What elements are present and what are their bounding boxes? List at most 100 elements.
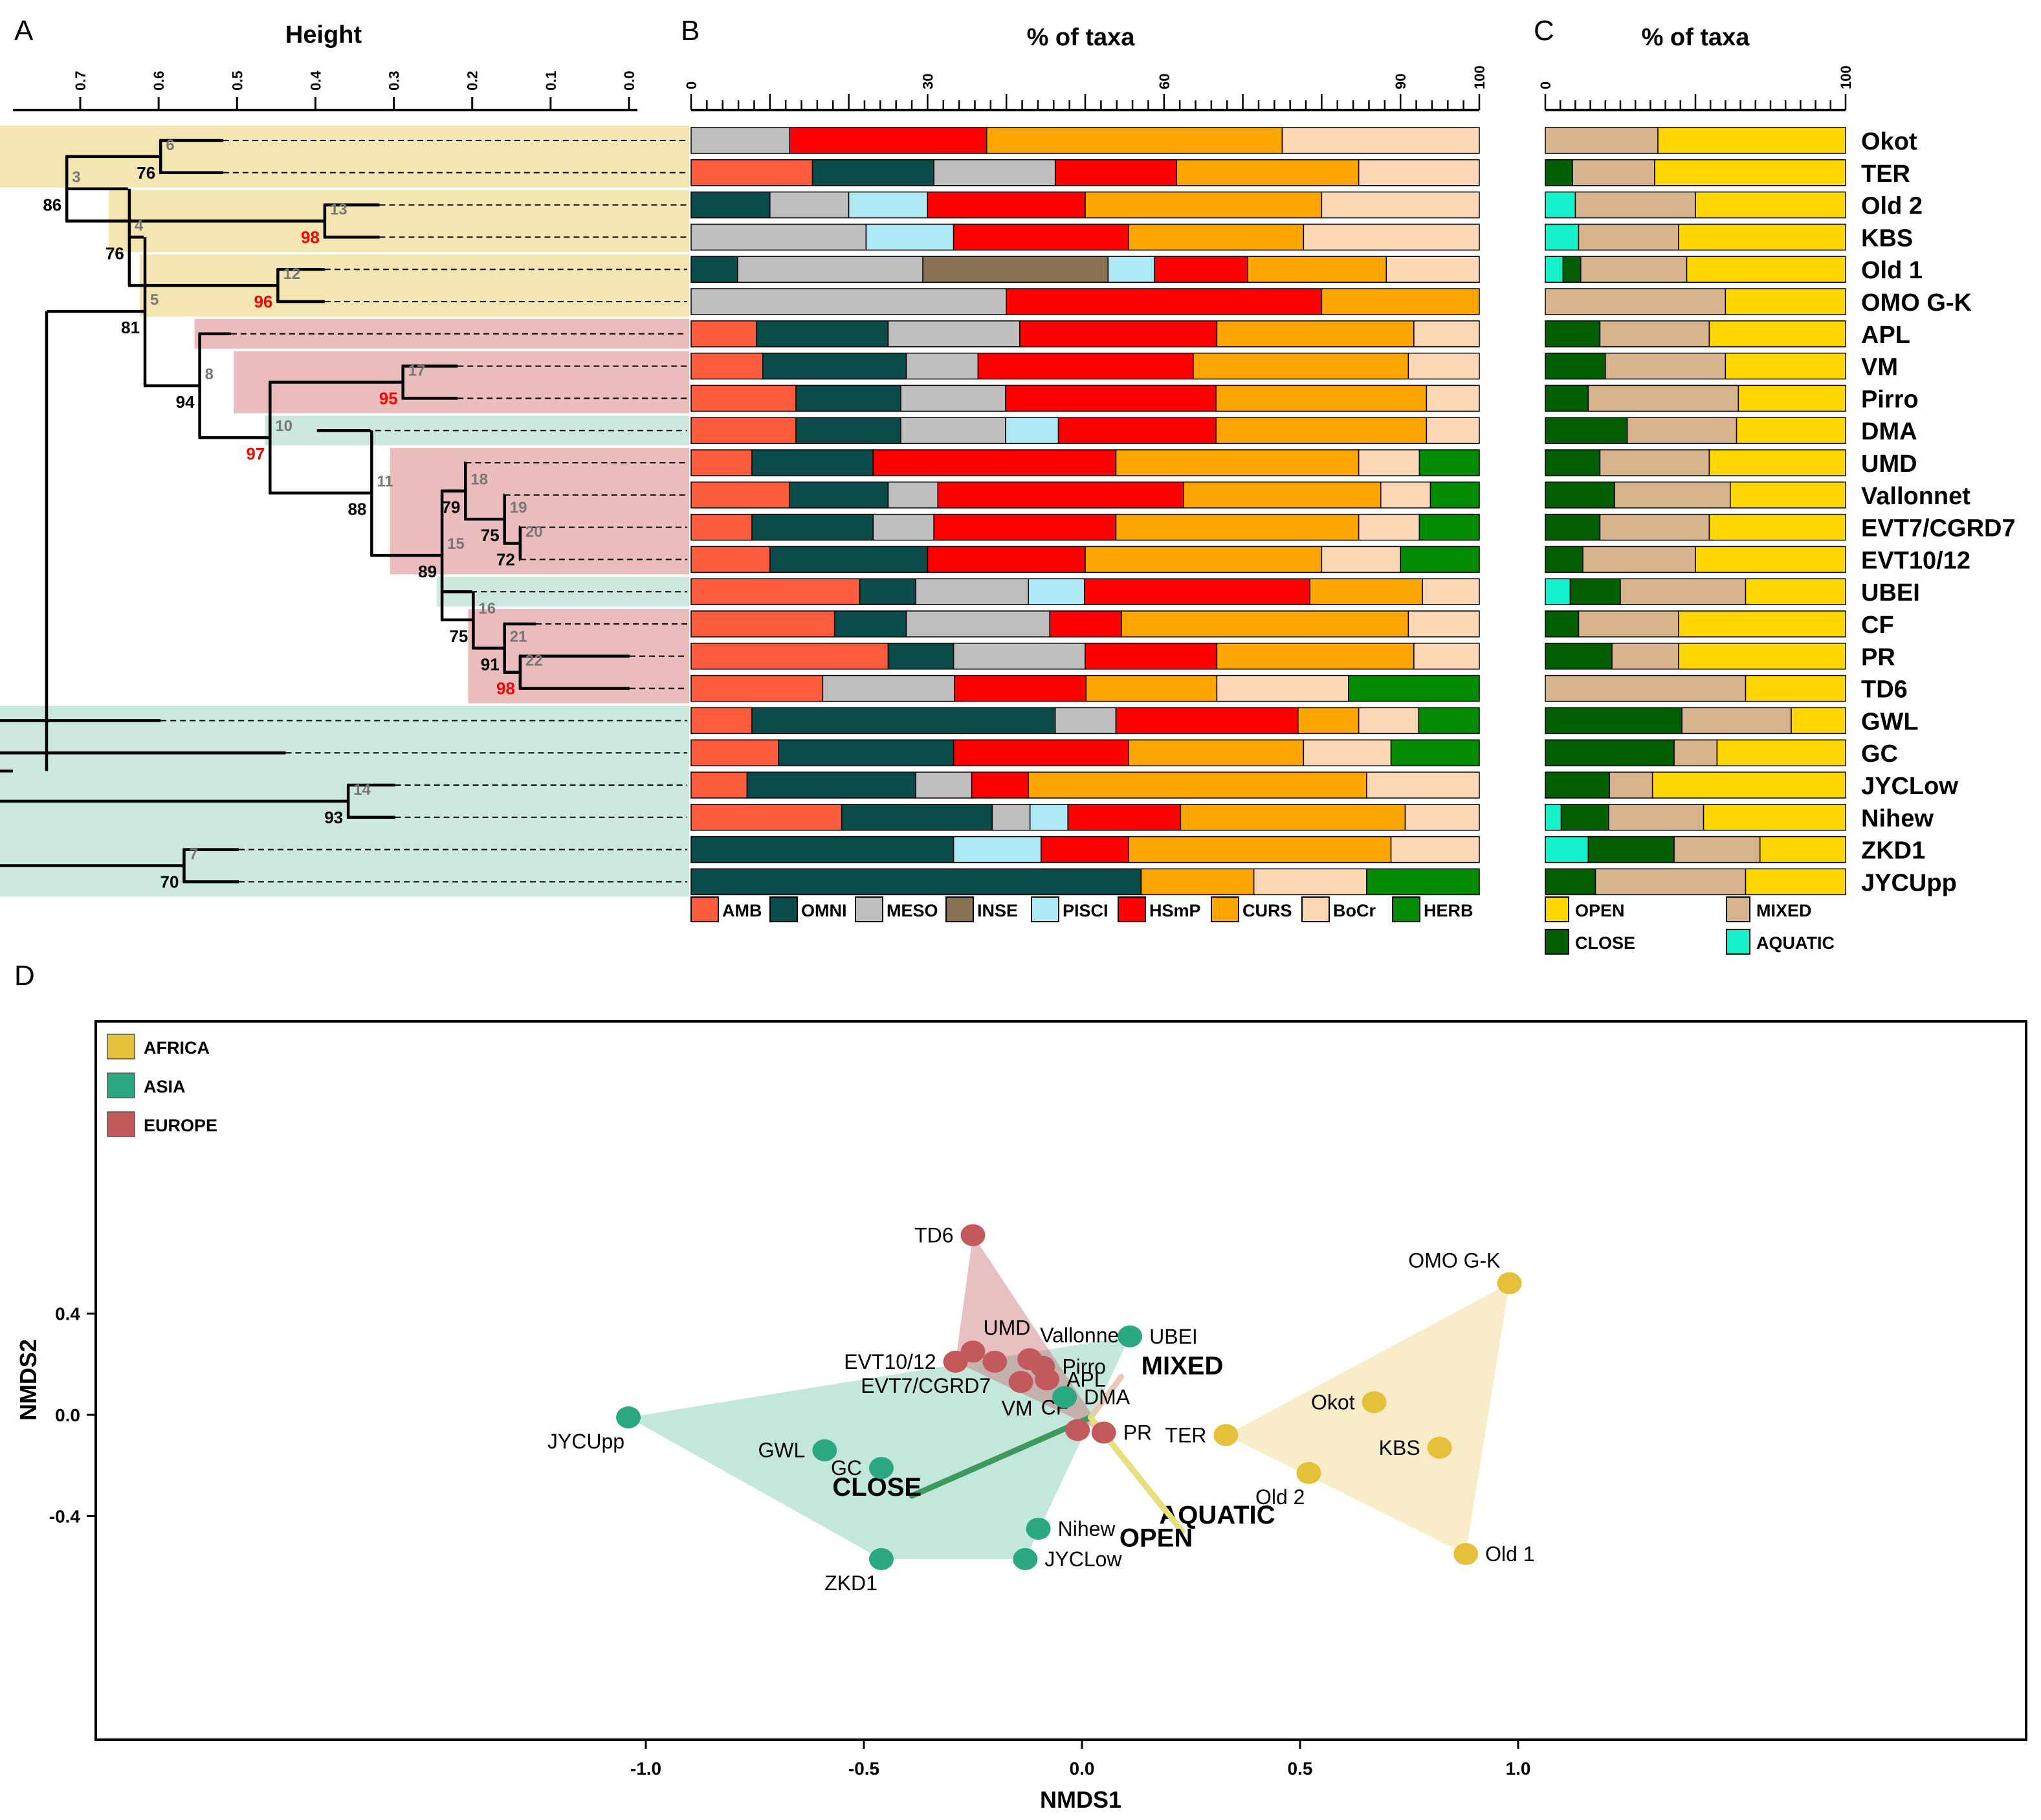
habitat-bar-segment-close — [1545, 739, 1675, 766]
diet-bar-segment-omni — [769, 546, 929, 573]
nmds-point-label: Okot — [1311, 1390, 1355, 1414]
legend-swatch-africa — [107, 1034, 135, 1060]
nmds-y-tick-label: 0.0 — [55, 1405, 80, 1425]
clade-highlight — [194, 318, 690, 349]
diet-bar-segment-curs — [1297, 707, 1360, 735]
bootstrap-value: 89 — [418, 562, 437, 581]
nmds-point-label: UMD — [984, 1316, 1031, 1339]
habitat-bar-segment-open — [1678, 643, 1846, 670]
nmds-point-label: Nihew — [1058, 1517, 1116, 1540]
bootstrap-value: 75 — [449, 627, 468, 646]
habitat-axis-tick-label: 0 — [1538, 82, 1554, 89]
diet-bar-segment-herb — [1418, 449, 1480, 476]
habitat-bar-segment-open — [1703, 804, 1846, 831]
site-label: UMD — [1861, 450, 1917, 478]
nmds-point-label: KBS — [1379, 1436, 1420, 1459]
bootstrap-value: 76 — [105, 243, 124, 263]
nmds-point-label: OMO G-K — [1408, 1249, 1500, 1272]
diet-bar-segment-bocr — [1321, 191, 1480, 219]
nmds-point-label: UBEI — [1149, 1325, 1198, 1348]
diet-bar-segment-curs — [1140, 868, 1255, 896]
diet-bar-segment-bocr — [1216, 674, 1349, 702]
habitat-bar-segment-mixed — [1673, 739, 1718, 766]
hull-europe — [955, 1235, 1104, 1433]
site-label: Nihew — [1861, 805, 1934, 832]
legend-label-herb: HERB — [1424, 901, 1473, 920]
diet-bar-segment-omni — [795, 384, 901, 412]
diet-bar-segment-omni — [778, 739, 954, 766]
node-number: 7 — [189, 846, 197, 863]
nmds-point-label: TER — [1165, 1423, 1206, 1447]
diet-bar-segment-bocr — [1426, 417, 1480, 444]
nmds-point-nihew — [1026, 1517, 1051, 1540]
diet-bar-segment-meso — [900, 417, 1006, 444]
diet-bar-segment-meso — [887, 320, 1020, 348]
diet-bar-segment-omni — [833, 610, 907, 638]
diet-bar-segment-bocr — [1358, 707, 1419, 735]
hull-africa — [1226, 1283, 1510, 1555]
diet-bar-segment-bocr — [1253, 868, 1367, 896]
habitat-bar-segment-aquatic — [1545, 836, 1589, 863]
diet-bar-segment-meso — [905, 352, 979, 380]
habitat-bar-segment-close — [1545, 707, 1682, 735]
habitat-bar-segment-open — [1686, 256, 1846, 283]
diet-bar-segment-inse — [922, 256, 1109, 283]
diet-bar-segment-bocr — [1404, 804, 1480, 831]
diet-bar-segment-curs — [1321, 288, 1480, 315]
diet-bar-segment-bocr — [1407, 610, 1480, 638]
diet-bar-segment-meso — [872, 513, 934, 541]
habitat-bar-segment-close — [1545, 868, 1596, 896]
site-label: APL — [1861, 322, 1910, 349]
habitat-axis-tick-label: 100 — [1838, 65, 1854, 89]
diet-bar-segment-curs — [1115, 449, 1360, 476]
diet-bar-segment-bocr — [1390, 836, 1480, 863]
site-label: KBS — [1861, 225, 1913, 252]
diet-stacked-bars — [690, 127, 1480, 896]
habitat-bar-segment-aquatic — [1545, 191, 1576, 219]
diet-bar-segment-omni — [789, 482, 889, 509]
nmds-x-axis-label: NMDS1 — [1040, 1786, 1121, 1813]
diet-chart-title: % of taxa — [1027, 24, 1136, 51]
bootstrap-value: 75 — [481, 526, 500, 545]
diet-bar-segment-pisci — [1107, 256, 1155, 283]
nmds-y-tick-label: -0.4 — [49, 1506, 81, 1526]
diet-bar-segment-bocr — [1303, 223, 1480, 251]
bootstrap-value: 96 — [254, 292, 272, 311]
bootstrap-value: 93 — [324, 808, 343, 827]
node-number: 6 — [166, 137, 174, 154]
bootstrap-value: 72 — [496, 550, 515, 570]
bootstrap-value: 70 — [160, 872, 179, 892]
legend-swatch-omni — [769, 896, 798, 922]
legend-swatch-meso — [855, 896, 883, 922]
habitat-bar-segment-mixed — [1578, 223, 1679, 251]
habitat-bar-segment-close — [1587, 836, 1675, 863]
nmds-axes: -1.0 -0.5 0.0 0.5 1.0 0.4 0.0 -0.4 — [49, 1304, 1531, 1779]
nmds-point-gc — [868, 1457, 894, 1480]
diet-bar-segment-omni — [690, 868, 1142, 896]
diet-bar-segment-hsmp — [1115, 707, 1299, 735]
habitat-stacked-bars — [1545, 127, 1846, 896]
diet-bar-segment-pisci — [1005, 417, 1059, 444]
habitat-bar-segment-open — [1708, 449, 1846, 476]
diet-bar-segment-hsmp — [1041, 836, 1129, 863]
habitat-bar-segment-close — [1560, 804, 1609, 831]
nmds-point-pr — [1091, 1421, 1116, 1444]
legend-swatch-hsmp — [1118, 896, 1146, 922]
legend-swatch-open — [1545, 896, 1569, 922]
habitat-bar-segment-mixed — [1681, 707, 1792, 735]
diet-bar-segment-omni — [887, 643, 954, 670]
bootstrap-value: 97 — [246, 444, 265, 463]
habitat-bar-segment-close — [1545, 771, 1611, 799]
habitat-bar-segment-mixed — [1578, 610, 1679, 638]
habitat-bar-segment-open — [1695, 546, 1846, 573]
bootstrap-value: 81 — [121, 318, 140, 337]
diet-bar-segment-hsmp — [1085, 643, 1218, 670]
habitat-bar-segment-mixed — [1574, 191, 1696, 219]
diet-bar-segment-curs — [1215, 417, 1428, 444]
bootstrap-value: 98 — [496, 679, 515, 698]
diet-bar-segment-meso — [822, 674, 955, 702]
nmds-x-tick-label: -0.5 — [848, 1759, 879, 1779]
site-label: Pirro — [1861, 386, 1919, 413]
habitat-bar-segment-mixed — [1620, 578, 1747, 605]
diet-bar-segment-hsmp — [789, 127, 987, 154]
